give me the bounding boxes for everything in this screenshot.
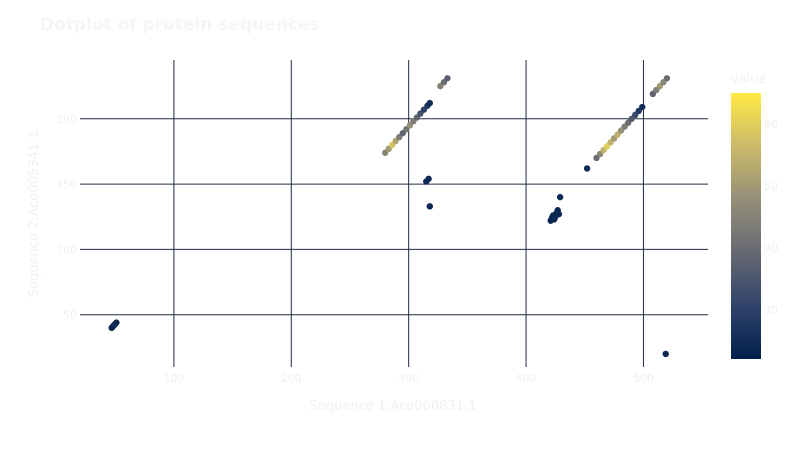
data-point-32 <box>555 210 563 218</box>
x-tick-label-3: 400 <box>516 372 537 385</box>
data-point-53 <box>663 75 671 82</box>
data-point-48 <box>639 103 646 111</box>
point-layer <box>108 75 671 358</box>
data-point-34 <box>583 165 591 172</box>
data-point-23 <box>425 175 432 183</box>
chart-title: Dotplot of protein sequences <box>40 15 320 35</box>
data-point-4 <box>113 319 120 326</box>
colorbar-legend: value 30 40 50 60 <box>731 72 778 359</box>
y-tick-label-1: 100 <box>56 243 77 256</box>
tick-layer: 100 200 300 400 500 50 100 150 200 <box>56 113 654 385</box>
data-point-24 <box>426 203 434 210</box>
colorbar-tick-label-1: 40 <box>764 242 778 255</box>
y-tick-label-3: 200 <box>56 113 77 126</box>
data-point-54 <box>662 350 669 358</box>
colorbar-ticks: 30 40 50 60 <box>764 118 778 317</box>
data-point-21 <box>444 75 451 82</box>
data-point-33 <box>556 193 564 201</box>
colorbar-tick-label-2: 50 <box>764 180 778 193</box>
colorbar-tick-label-0: 30 <box>764 304 778 317</box>
colorbar <box>731 93 761 359</box>
x-axis-title: Sequence 1:Aco000831.1 <box>310 399 477 414</box>
data-point-18 <box>426 99 434 107</box>
x-tick-label-4: 500 <box>633 372 654 385</box>
x-tick-label-0: 100 <box>163 372 184 385</box>
y-tick-label-2: 150 <box>56 178 77 191</box>
y-axis-title: Sequence 2:Aco005341.1 <box>27 131 42 298</box>
y-tick-label-0: 50 <box>63 309 77 322</box>
x-tick-label-2: 300 <box>398 372 419 385</box>
colorbar-title: value <box>731 72 767 87</box>
colorbar-tick-label-3: 60 <box>764 118 778 131</box>
x-tick-label-1: 200 <box>281 372 302 385</box>
grid-layer <box>80 60 708 367</box>
